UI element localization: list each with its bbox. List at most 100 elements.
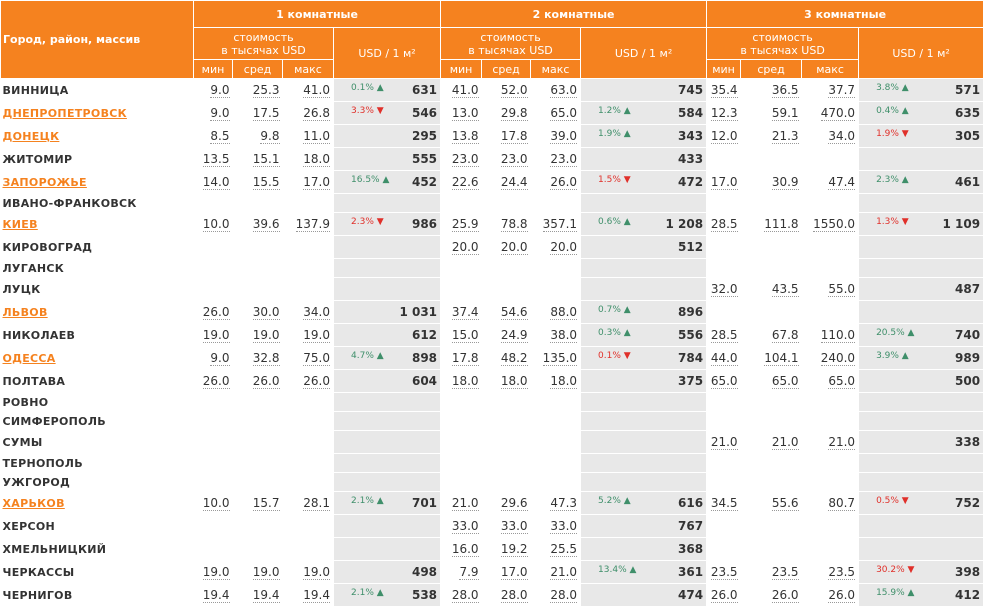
city-link[interactable]: ДНЕПРОПЕТРОВСК (2, 106, 127, 120)
price-cell: 104.1 (740, 346, 802, 370)
group-header: 3 комнатные (706, 0, 983, 28)
price-value: 75.0 (303, 351, 330, 366)
price-value: 28.0 (550, 588, 578, 603)
price-value: 36.5 (771, 83, 799, 98)
sub-header: сред (740, 59, 803, 79)
cost-header-line: стоимость (233, 30, 294, 44)
price-cell: 15.1 (232, 147, 283, 171)
price-cell: 19.2 (481, 537, 531, 561)
price-value: 14.0 (202, 175, 230, 190)
cost-header: стоимость в тысячах USD (706, 27, 860, 60)
price-cell: 65.0 (706, 369, 741, 393)
usd-per-m2: 538 (411, 588, 438, 602)
usd-cell (580, 277, 708, 301)
usd-cell (580, 453, 708, 473)
usd-per-m2: 898 (411, 351, 438, 365)
usd-cell: 701 2.1% (332, 491, 442, 515)
price-value: 35.4 (710, 83, 738, 98)
city-cell: ХАРЬКОВ (0, 491, 194, 515)
usd-cell: 538 2.1% (332, 583, 442, 606)
price-cell (282, 193, 334, 213)
table-row: ХМЕЛЬНИЦКИЙ 16.0 19.2 25.5 368 (0, 537, 983, 561)
change: 0.6% (584, 217, 631, 227)
city-link[interactable]: КИЕВ (2, 217, 38, 231)
city-link[interactable]: ЛЬВОВ (2, 305, 48, 319)
price-value: 26.0 (710, 588, 738, 603)
city-name: ЖИТОМИР (2, 152, 73, 166)
sub-header: мин (440, 59, 483, 79)
usd-per-m2: 512 (678, 240, 704, 254)
city-name: НИКОЛАЕВ (2, 328, 76, 342)
city-cell: ТЕРНОПОЛЬ (0, 453, 194, 473)
price-cell: 240.0 (801, 346, 859, 370)
price-cell (440, 453, 482, 473)
price-cell: 52.0 (481, 78, 531, 102)
price-cell: 41.0 (282, 78, 334, 102)
price-cell: 29.8 (481, 101, 531, 125)
price-cell (232, 193, 283, 213)
price-value: 19.0 (202, 565, 230, 580)
price-cell (481, 430, 531, 454)
usd-per-m2: 305 (955, 129, 981, 143)
price-cell (193, 430, 233, 454)
price-cell (706, 411, 741, 431)
usd-per-m2: 368 (678, 542, 704, 556)
price-cell: 26.0 (193, 369, 233, 393)
price-value: 19.0 (252, 328, 280, 343)
price-cell (740, 537, 802, 561)
price-cell: 15.0 (440, 323, 482, 347)
price-cell (193, 472, 233, 492)
usd-cell: 767 (580, 514, 708, 538)
usd-cell (332, 411, 442, 431)
price-cell (481, 193, 531, 213)
price-cell: 37.4 (440, 300, 482, 324)
usd-cell (332, 193, 442, 213)
city-link[interactable]: ОДЕССА (2, 351, 56, 365)
table-row: СУМЫ 21.0 21.0 21.0 338 (0, 430, 983, 454)
price-cell (232, 430, 283, 454)
change: 2.3% (337, 217, 384, 227)
usd-cell (858, 514, 983, 538)
price-value: 12.3 (710, 106, 738, 121)
price-cell (282, 258, 334, 278)
usd-cell (332, 258, 442, 278)
usd-per-m2: 555 (411, 152, 438, 166)
price-cell: 23.5 (801, 560, 859, 584)
table-row: ЧЕРКАССЫ 19.0 19.0 19.0 498 7.9 17.0 21.0 361 13.… (0, 560, 983, 584)
price-cell: 21.0 (740, 430, 802, 454)
city-cell: ВИННИЦА (0, 78, 194, 102)
price-cell (706, 392, 741, 412)
price-cell (801, 514, 859, 538)
price-value: 25.5 (550, 542, 578, 557)
price-value: 26.0 (550, 175, 578, 190)
usd-cell: 546 3.3% (332, 101, 442, 125)
price-cell: 80.7 (801, 491, 859, 515)
usd-cell (332, 277, 442, 301)
usd-cell (858, 193, 983, 213)
usd-cell: 604 (332, 369, 442, 393)
usd-per-m2: 433 (678, 152, 704, 166)
price-cell: 33.0 (440, 514, 482, 538)
city-cell: ЧЕРНИГОВ (0, 583, 194, 606)
change: 1.9% (862, 129, 909, 139)
table-row: ДНЕПРОПЕТРОВСК 9.0 17.5 26.8 546 3.3% 13.0 29.8… (0, 101, 983, 125)
usd-per-m2: 343 (678, 129, 704, 143)
usd-cell: 295 (332, 124, 442, 148)
change: 30.2% (862, 565, 914, 575)
price-value: 111.8 (764, 217, 799, 232)
price-cell (530, 430, 581, 454)
cost-header-line: в тысячах USD (468, 43, 553, 57)
price-cell: 17.0 (481, 560, 531, 584)
city-link[interactable]: ЗАПОРОЖЬЕ (2, 175, 87, 189)
usd-cell: 635 0.4% (858, 101, 983, 125)
usd-cell (332, 430, 442, 454)
table-row: ЖИТОМИР 13.5 15.1 18.0 555 23.0 23.0 23.0 433 (0, 147, 983, 171)
city-link[interactable]: ХАРЬКОВ (2, 496, 65, 510)
usd-cell: 1 031 (332, 300, 442, 324)
group-header: 2 комнатные (440, 0, 708, 28)
price-cell: 34.5 (706, 491, 741, 515)
price-value: 30.9 (771, 175, 799, 190)
city-link[interactable]: ДОНЕЦК (2, 129, 60, 143)
price-value: 47.4 (828, 175, 856, 190)
price-value: 23.0 (451, 152, 479, 167)
